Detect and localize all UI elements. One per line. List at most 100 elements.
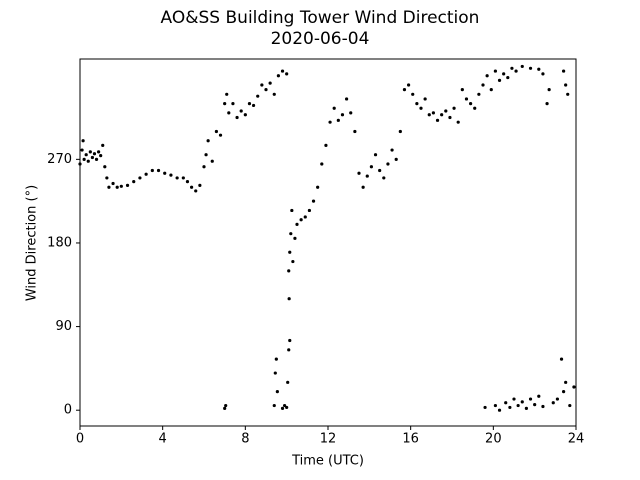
point xyxy=(88,150,92,154)
x-tick-label: 8 xyxy=(241,432,249,447)
point xyxy=(286,380,290,384)
point xyxy=(144,172,148,176)
point xyxy=(274,357,278,361)
point xyxy=(541,72,545,76)
point xyxy=(103,165,107,169)
x-axis-label: Time (UTC) xyxy=(291,454,364,469)
point xyxy=(485,74,489,78)
point xyxy=(287,297,291,301)
point xyxy=(227,111,231,115)
point xyxy=(390,148,394,152)
point xyxy=(291,259,295,264)
point xyxy=(264,88,268,92)
point xyxy=(483,405,487,410)
point xyxy=(293,236,297,240)
x-tick-label: 20 xyxy=(485,432,502,447)
point xyxy=(231,101,235,106)
point xyxy=(365,174,369,178)
point xyxy=(82,157,86,161)
point xyxy=(119,184,123,188)
y-tick-label: 90 xyxy=(55,319,72,334)
point xyxy=(275,390,279,394)
point xyxy=(311,199,316,203)
point xyxy=(206,139,210,143)
point xyxy=(243,113,247,117)
point xyxy=(435,118,440,122)
point xyxy=(252,103,256,108)
point xyxy=(477,92,481,96)
point xyxy=(268,81,272,85)
point xyxy=(288,338,292,343)
point xyxy=(555,397,560,401)
point xyxy=(299,218,303,222)
point xyxy=(510,66,514,70)
point xyxy=(394,157,398,161)
point xyxy=(272,403,276,408)
point xyxy=(481,83,485,87)
point xyxy=(84,153,88,157)
x-tick-label: 16 xyxy=(402,432,419,447)
point xyxy=(407,83,411,87)
point xyxy=(138,176,142,180)
point xyxy=(80,148,84,152)
point xyxy=(423,97,427,101)
point xyxy=(506,75,510,80)
point xyxy=(568,403,572,408)
point xyxy=(247,101,252,106)
point xyxy=(440,113,444,117)
chart-title: AO&SS Building Tower Wind Direction xyxy=(161,8,480,28)
point xyxy=(373,153,378,157)
point xyxy=(566,92,570,96)
point xyxy=(260,83,264,87)
point xyxy=(340,113,345,117)
point xyxy=(125,183,130,187)
point xyxy=(541,404,545,409)
point xyxy=(280,406,285,410)
y-tick-label: 270 xyxy=(47,152,72,167)
point xyxy=(185,180,190,184)
point xyxy=(156,168,161,173)
point xyxy=(202,165,206,169)
point xyxy=(493,403,497,408)
point xyxy=(94,157,99,161)
chart-subtitle: 2020-06-04 xyxy=(271,29,370,49)
point xyxy=(551,401,555,405)
point xyxy=(332,106,336,110)
point xyxy=(345,97,349,101)
point xyxy=(369,165,373,169)
point xyxy=(469,101,473,106)
point xyxy=(431,111,435,115)
point xyxy=(497,78,502,82)
point xyxy=(132,180,136,184)
point xyxy=(194,189,198,193)
point xyxy=(452,106,456,110)
point xyxy=(460,88,464,92)
y-tick-label: 0 xyxy=(64,403,72,418)
point xyxy=(224,403,228,408)
point xyxy=(562,69,566,73)
point xyxy=(307,208,311,213)
point xyxy=(276,74,280,78)
point xyxy=(448,115,452,120)
point xyxy=(514,69,518,73)
point xyxy=(288,250,292,254)
point xyxy=(504,401,508,405)
point xyxy=(175,176,179,180)
point xyxy=(107,185,111,189)
point xyxy=(90,155,94,160)
point xyxy=(273,371,277,375)
point xyxy=(235,115,239,120)
point xyxy=(497,408,502,412)
point xyxy=(223,101,227,106)
point xyxy=(328,120,332,124)
point xyxy=(564,83,568,87)
point xyxy=(210,159,214,163)
point xyxy=(382,176,386,180)
point xyxy=(190,185,194,189)
x-tick-label: 0 xyxy=(76,432,84,447)
point xyxy=(218,133,223,137)
point xyxy=(285,405,289,410)
point xyxy=(559,357,564,361)
